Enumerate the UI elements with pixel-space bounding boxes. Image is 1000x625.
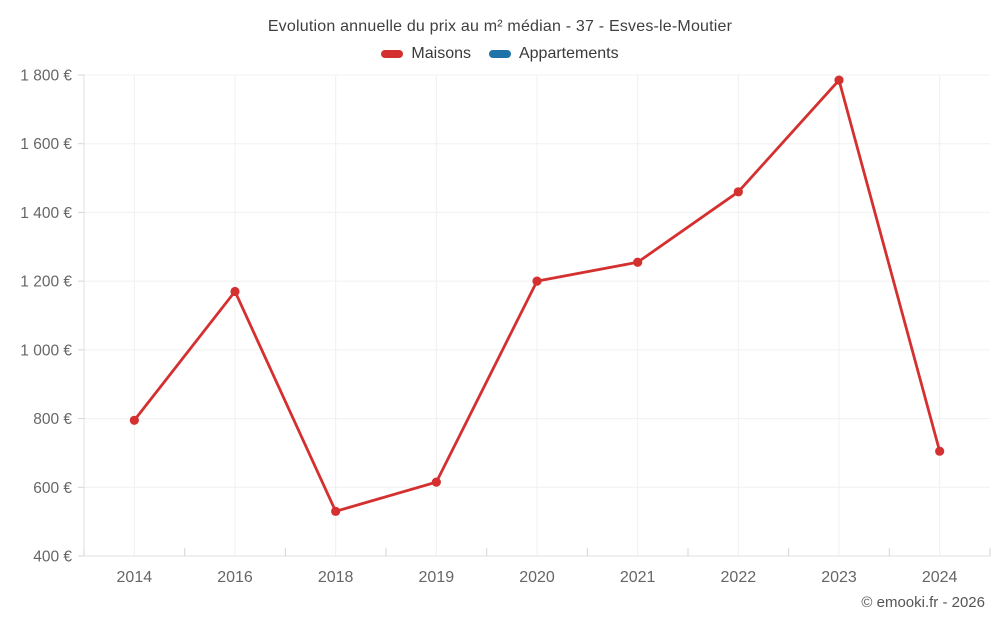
y-axis-label: 1 400 €	[20, 205, 72, 222]
legend-swatch-maisons	[381, 50, 404, 58]
chart-legend: Maisons Appartements	[0, 45, 1000, 63]
x-axis-label: 2018	[318, 569, 354, 586]
legend-item-appartements[interactable]: Appartements	[488, 45, 619, 63]
y-axis-label: 800 €	[33, 411, 72, 428]
data-point-2014[interactable]	[129, 415, 139, 425]
data-point-2023[interactable]	[834, 75, 844, 85]
y-axis-label: 400 €	[33, 549, 72, 566]
data-point-2016[interactable]	[230, 286, 240, 297]
credit-text: © emooki.fr - 2026	[861, 594, 985, 611]
x-axis-label: 2014	[117, 569, 153, 586]
data-point-2022[interactable]	[733, 187, 743, 197]
data-point-2021[interactable]	[633, 257, 643, 267]
legend-swatch-appartements	[488, 50, 511, 58]
y-axis-label: 1 800 €	[20, 68, 72, 85]
data-point-2018[interactable]	[331, 506, 341, 516]
x-axis-label: 2019	[419, 569, 455, 586]
data-point-2019[interactable]	[431, 477, 441, 487]
x-axis-label: 2023	[821, 569, 857, 586]
x-axis-label: 2021	[620, 569, 656, 586]
data-point-2020[interactable]	[532, 276, 542, 286]
data-point-2024[interactable]	[935, 446, 945, 456]
y-axis-label: 1 600 €	[20, 136, 72, 153]
legend-item-maisons[interactable]: Maisons	[381, 45, 471, 63]
chart-title: Evolution annuelle du prix au m² médian …	[267, 18, 733, 35]
x-axis-label: 2022	[721, 569, 757, 586]
y-axis-label: 1 000 €	[20, 342, 72, 359]
x-axis-label: 2020	[519, 569, 555, 586]
legend-label-maisons: Maisons	[411, 45, 471, 62]
y-axis-label: 1 200 €	[20, 274, 72, 291]
y-axis-label: 600 €	[33, 480, 72, 497]
x-axis-label: 2024	[922, 569, 958, 586]
x-axis-label: 2016	[217, 569, 253, 586]
legend-label-appartements: Appartements	[518, 45, 619, 62]
